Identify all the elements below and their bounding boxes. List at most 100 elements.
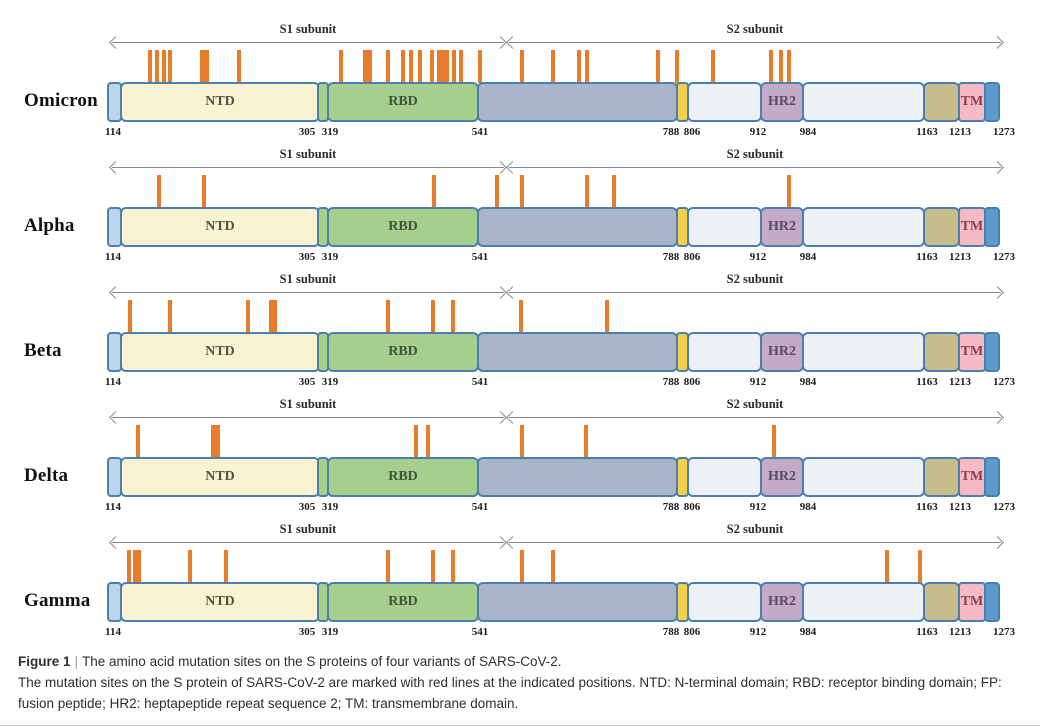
figure-caption: Figure 1 | The amino acid mutation sites o…: [18, 651, 1024, 714]
ntd-domain: NTD: [120, 207, 320, 247]
position-label: 788: [662, 626, 680, 638]
s2-subunit-arrowhead-right: [991, 36, 1004, 49]
mutation-tick: [451, 550, 455, 583]
variant-label: Omicron: [24, 90, 98, 111]
mutation-tick: [675, 50, 679, 83]
rbd-domain: RBD: [327, 457, 479, 497]
s1-subunit-arrow: [109, 536, 507, 549]
ntd-domain: NTD: [120, 82, 320, 122]
s1-subunit-arrow: [109, 36, 507, 49]
mutation-tick: [199, 50, 209, 83]
position-label: 319: [321, 251, 339, 263]
mutation-tick: [605, 300, 609, 333]
s2-subunit-arrowhead-left: [506, 286, 519, 299]
position-label: 984: [799, 251, 817, 263]
segment-806-912: [687, 457, 762, 497]
segment-806-912: [687, 82, 762, 122]
segment-1163-1213: [923, 582, 960, 622]
s2-subunit-arrow: [506, 286, 1004, 299]
segment-1163-1213: [923, 82, 960, 122]
mutation-tick: [237, 50, 241, 83]
position-label: 806: [683, 376, 701, 388]
position-label: 1273: [993, 501, 1015, 513]
position-label: 305: [298, 626, 316, 638]
position-label: 1163: [916, 376, 938, 388]
position-label: 114: [105, 126, 121, 138]
position-label: 1213: [949, 251, 971, 263]
rbd-domain: RBD: [327, 582, 479, 622]
s1s2-connector: [477, 582, 678, 622]
hr2-domain: HR2: [760, 82, 804, 122]
s2-subunit-label: S2 subunit: [726, 22, 784, 36]
position-label: 912: [749, 376, 767, 388]
mutation-tick: [459, 50, 463, 83]
s1s2-connector: [477, 207, 678, 247]
mutation-tick: [519, 300, 523, 333]
position-label: 1163: [916, 126, 938, 138]
s1-subunit-arrowhead-right: [494, 411, 507, 424]
position-label: 788: [662, 501, 680, 513]
mutation-tick: [787, 50, 791, 83]
mutation-tick: [585, 50, 589, 83]
s2-subunit-label: S2 subunit: [726, 272, 784, 286]
s1s2-connector: [477, 332, 678, 372]
segment-806-912: [687, 332, 762, 372]
s1-subunit-arrowhead-left: [109, 36, 122, 49]
mutation-tick: [520, 50, 524, 83]
s1s2-connector: [477, 82, 678, 122]
mutation-tick: [520, 550, 524, 583]
segment-1163-1213: [923, 457, 960, 497]
ntd-domain: NTD: [120, 332, 320, 372]
mutation-tick: [520, 425, 524, 458]
position-label: 912: [749, 626, 767, 638]
segment-984-1163: [802, 82, 925, 122]
mutation-tick: [188, 550, 192, 583]
mutation-tick: [711, 50, 715, 83]
mutation-tick: [495, 175, 499, 208]
mutation-tick: [787, 175, 791, 208]
mutation-tick: [386, 50, 390, 83]
position-label: 912: [749, 251, 767, 263]
position-label: 1273: [993, 251, 1015, 263]
s2-subunit-arrowhead-left: [506, 536, 519, 549]
position-label: 806: [683, 626, 701, 638]
s1-subunit-arrowhead-right: [494, 36, 507, 49]
s1-subunit-arrowhead-left: [109, 286, 122, 299]
s2-subunit-arrowhead-left: [506, 411, 519, 424]
position-label: 305: [298, 501, 316, 513]
mutation-tick: [478, 50, 482, 83]
c-terminal-cap: [984, 332, 1000, 372]
mutation-tick: [155, 50, 159, 83]
mutation-tick: [246, 300, 250, 333]
variant-label: Gamma: [24, 590, 91, 611]
variant-label: Alpha: [24, 215, 75, 236]
caption-title-line: Figure 1 | The amino acid mutation sites o…: [18, 651, 1024, 672]
position-label: 541: [471, 626, 489, 638]
mutation-tick: [409, 50, 413, 83]
ntd-domain: NTD: [120, 582, 320, 622]
mutation-tick: [551, 50, 555, 83]
caption-separator: |: [74, 654, 79, 669]
position-label: 984: [799, 126, 817, 138]
s1-subunit-arrowhead-right: [494, 536, 507, 549]
position-label: 114: [105, 626, 121, 638]
segment-806-912: [687, 207, 762, 247]
position-label: 541: [471, 501, 489, 513]
position-label: 806: [683, 501, 701, 513]
position-label: 1273: [993, 626, 1015, 638]
mutation-tick: [128, 300, 132, 333]
position-label: 541: [471, 251, 489, 263]
s2-subunit-arrowhead-left: [506, 161, 519, 174]
position-label: 1163: [916, 251, 938, 263]
s1-subunit-arrowhead-left: [109, 161, 122, 174]
mutation-tick: [162, 50, 166, 83]
position-label: 305: [298, 376, 316, 388]
segment-984-1163: [802, 457, 925, 497]
mutation-tick: [168, 300, 172, 333]
mutation-tick: [431, 550, 435, 583]
position-label: 1163: [916, 501, 938, 513]
hr2-domain: HR2: [760, 332, 804, 372]
segment-1163-1213: [923, 207, 960, 247]
s1-subunit-arrow: [109, 286, 507, 299]
